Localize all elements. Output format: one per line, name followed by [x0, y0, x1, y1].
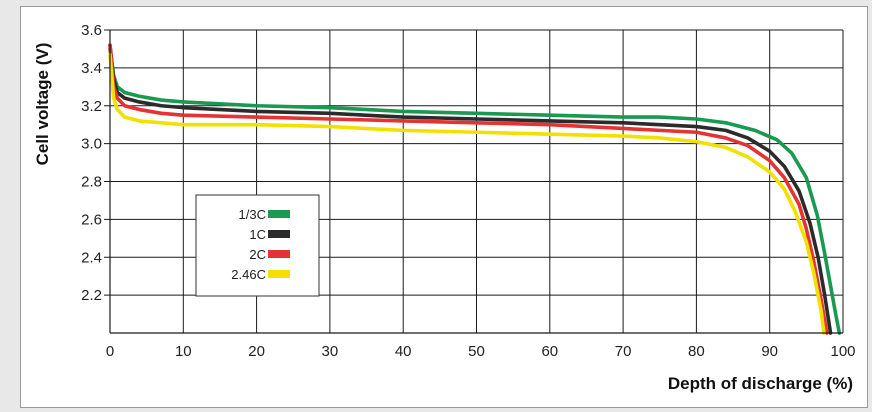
x-tick-label: 60 [541, 343, 558, 360]
y-tick-label: 3.4 [81, 60, 102, 77]
series-lines [108, 43, 842, 335]
x-tick-label: 80 [688, 343, 705, 360]
legend-swatch [268, 210, 290, 218]
series-line-0 [108, 47, 842, 335]
y-tick-label: 2.2 [81, 287, 102, 304]
x-tick-label: 30 [322, 343, 339, 360]
discharge-chart: 0 10 20 30 40 50 60 70 80 90 100 2.2 2.4 2.6 2.8 3.0 3.2… [33, 22, 856, 393]
legend: 1/3C 1C 2C 2.46C [195, 194, 320, 297]
legend-label: 1/3C [239, 207, 266, 222]
y-axis-title: Cell voltage (V) [33, 43, 52, 166]
legend-box [195, 194, 320, 297]
legend-swatch [268, 230, 290, 238]
legend-label: 2.46C [231, 267, 266, 282]
y-tick-label: 3.0 [81, 136, 102, 153]
chart-frame: 0 10 20 30 40 50 60 70 80 90 100 2.2 2.4 2.6 2.8 3.0 3.2… [20, 6, 868, 408]
legend-label: 2C [249, 247, 266, 262]
axes [104, 29, 843, 334]
legend-swatch [268, 250, 290, 258]
x-tick-label: 70 [615, 343, 632, 360]
y-tick-label: 2.8 [81, 174, 102, 191]
legend-swatch [268, 270, 290, 278]
series-line-3 [108, 52, 826, 335]
x-tick-label: 50 [468, 343, 485, 360]
x-axis-title: Depth of discharge (%) [668, 374, 853, 393]
y-tick-label: 2.6 [81, 211, 102, 228]
y-tick-label: 3.6 [81, 22, 102, 39]
x-tick-label: 90 [761, 343, 778, 360]
x-tick-label: 100 [830, 343, 855, 360]
x-tick-label: 20 [248, 343, 265, 360]
y-tick-label: 2.4 [81, 249, 102, 266]
legend-label: 1C [249, 227, 266, 242]
y-tick-label: 3.2 [81, 98, 102, 115]
x-tick-label: 40 [395, 343, 412, 360]
x-tick-label: 10 [175, 343, 192, 360]
series-line-2 [108, 43, 829, 335]
series-line-1 [108, 43, 833, 335]
x-tick-label: 0 [106, 343, 114, 360]
tick-labels: 0 10 20 30 40 50 60 70 80 90 100 2.2 2.4 2.6 2.8 3.0 3.2… [81, 22, 855, 360]
